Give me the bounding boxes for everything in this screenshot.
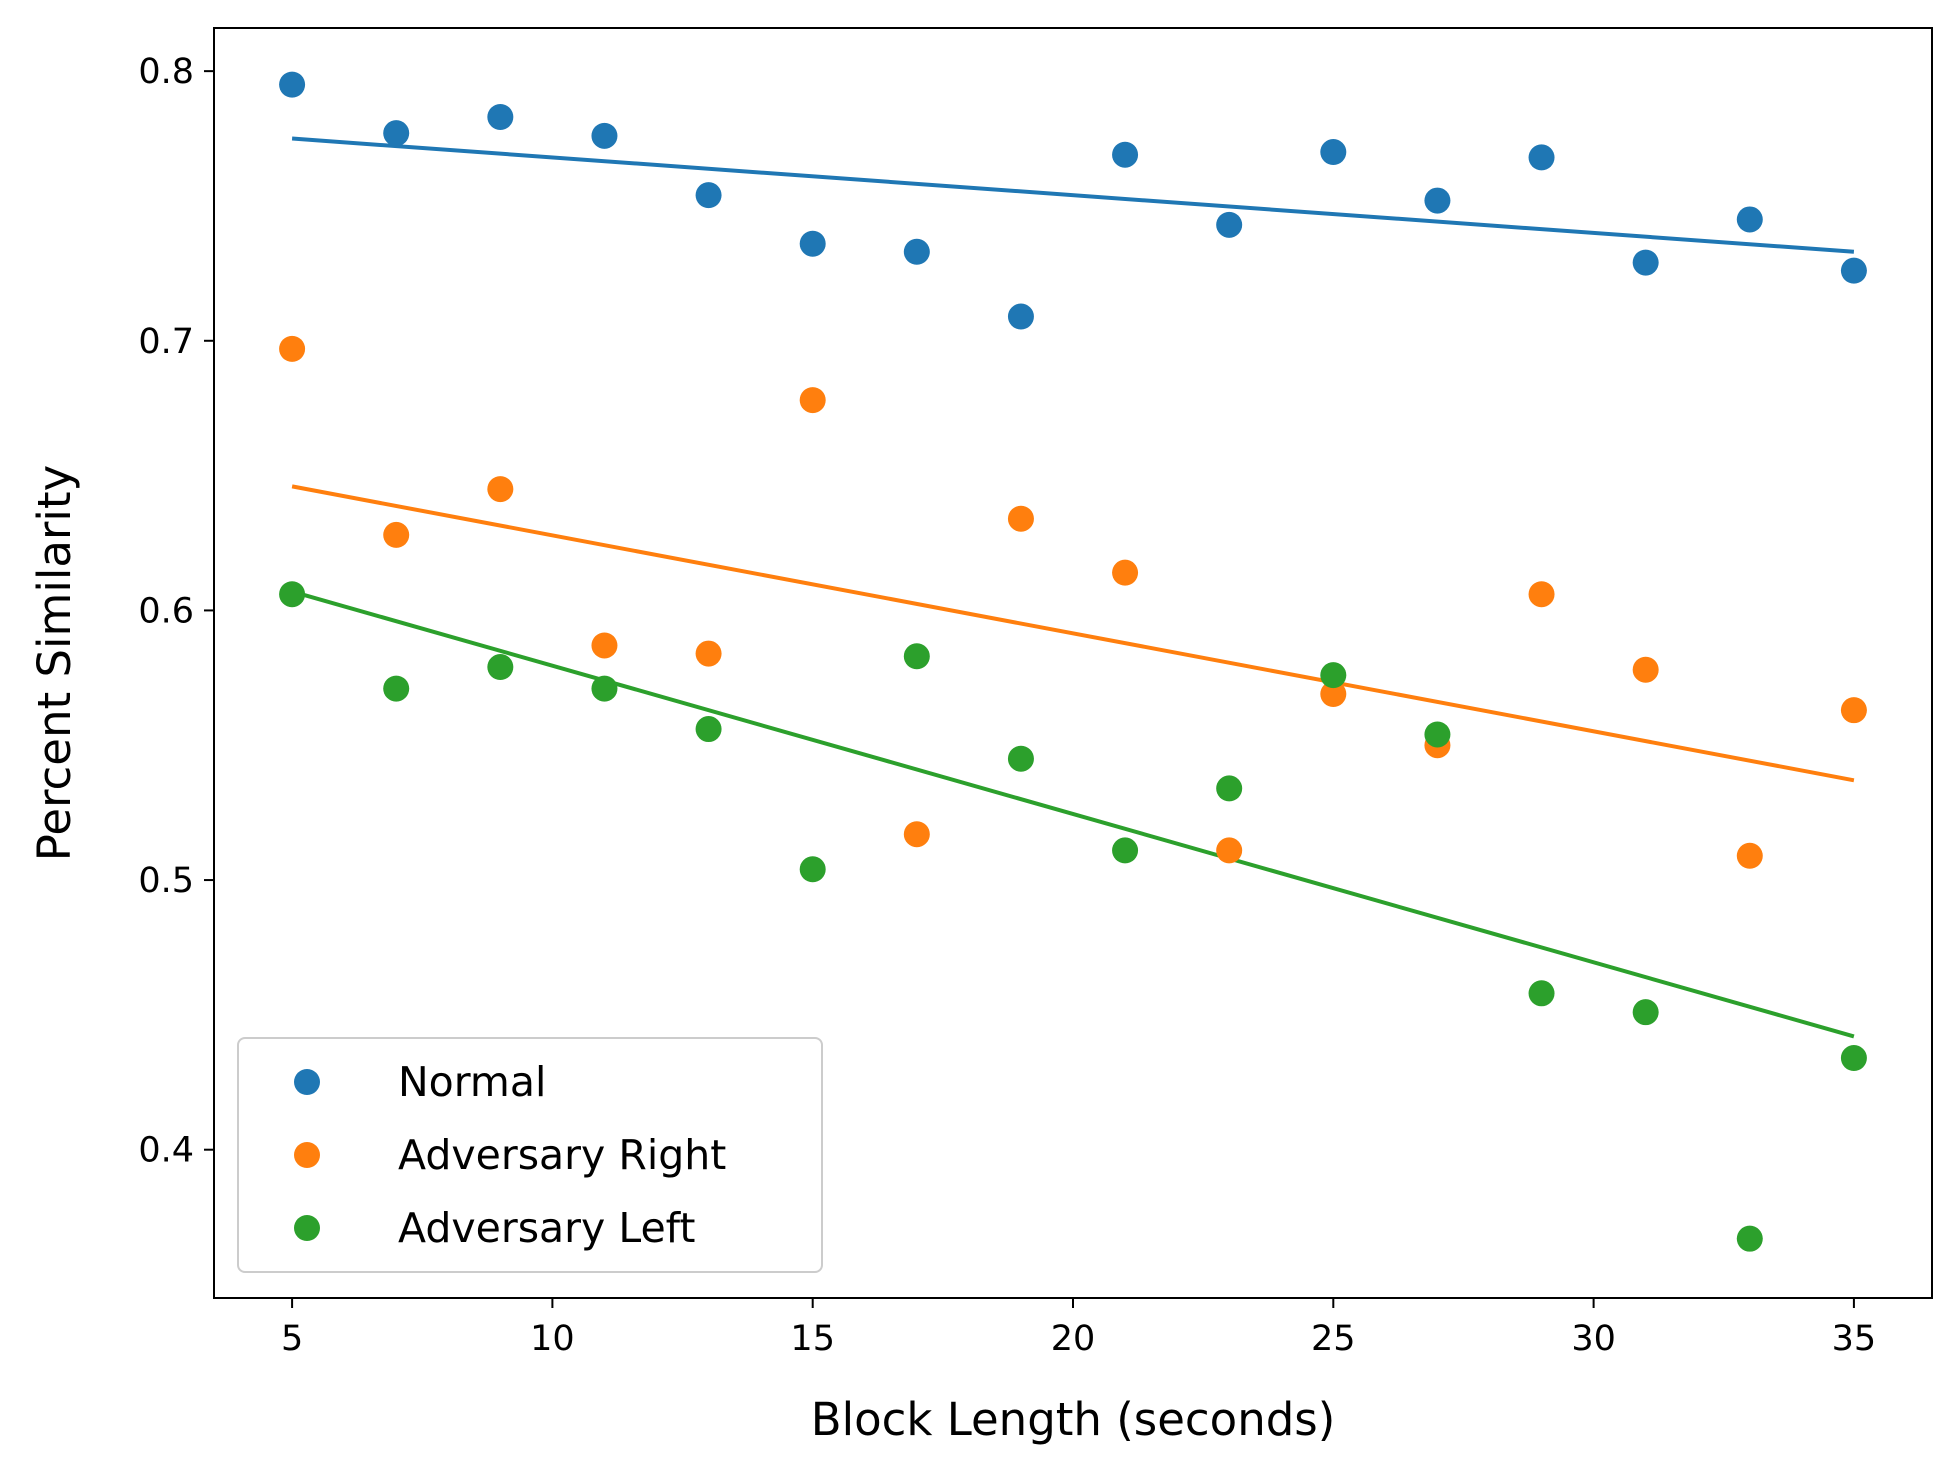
- x-tick-label: 30: [1571, 1319, 1616, 1359]
- data-point-series-2: [1216, 775, 1243, 802]
- data-point-series-1: [1112, 559, 1139, 586]
- data-point-series-2: [1112, 837, 1139, 864]
- data-point-series-1: [1528, 581, 1555, 608]
- data-point-series-0: [1007, 303, 1034, 330]
- data-point-series-1: [1216, 837, 1243, 864]
- data-point-series-2: [799, 856, 826, 883]
- data-point-series-2: [279, 581, 306, 608]
- x-tick-label: 25: [1311, 1319, 1356, 1359]
- data-point-series-1: [1736, 842, 1763, 869]
- y-axis-label: Percent Similarity: [28, 465, 81, 861]
- data-point-series-0: [487, 103, 514, 130]
- data-point-series-2: [695, 716, 722, 743]
- y-tick-label: 0.6: [138, 591, 194, 631]
- data-point-series-2: [383, 675, 410, 702]
- x-tick-label: 35: [1832, 1319, 1877, 1359]
- y-tick-label: 0.5: [138, 861, 194, 901]
- legend-marker: [294, 1069, 320, 1095]
- legend-box: [237, 1037, 823, 1273]
- data-point-series-0: [279, 71, 306, 98]
- data-point-series-2: [1424, 721, 1451, 748]
- data-point-series-1: [1632, 656, 1659, 683]
- data-point-series-2: [1007, 745, 1034, 772]
- data-point-series-1: [903, 821, 930, 848]
- x-tick-label: 20: [1051, 1319, 1096, 1359]
- data-point-series-1: [695, 640, 722, 667]
- data-point-series-1: [279, 335, 306, 362]
- data-point-series-0: [799, 230, 826, 257]
- data-point-series-2: [1528, 980, 1555, 1007]
- data-point-series-2: [1840, 1045, 1867, 1072]
- data-point-series-1: [1320, 681, 1347, 708]
- legend-label: Normal: [398, 1058, 546, 1106]
- data-point-series-1: [1840, 697, 1867, 724]
- fit-line-series-0: [291, 136, 1855, 254]
- data-point-series-1: [1007, 505, 1034, 532]
- data-point-series-0: [1528, 144, 1555, 171]
- data-point-series-2: [1320, 662, 1347, 689]
- x-axis-label: Block Length (seconds): [811, 1393, 1336, 1446]
- data-point-series-0: [1840, 257, 1867, 284]
- data-point-series-0: [1216, 211, 1243, 238]
- data-point-series-0: [1424, 187, 1451, 214]
- data-point-series-0: [383, 120, 410, 147]
- data-point-series-1: [799, 387, 826, 414]
- y-tick-label: 0.4: [138, 1131, 194, 1171]
- data-point-series-2: [591, 675, 618, 702]
- data-points: [279, 71, 1867, 1252]
- legend-label: Adversary Right: [398, 1131, 726, 1179]
- y-tick-label: 0.7: [138, 322, 194, 362]
- data-point-series-0: [1112, 141, 1139, 168]
- legend-marker: [294, 1215, 320, 1241]
- data-point-series-2: [1632, 999, 1659, 1026]
- data-point-series-0: [1632, 249, 1659, 276]
- data-point-series-0: [1320, 139, 1347, 166]
- fit-lines: [291, 136, 1855, 1039]
- data-point-series-1: [487, 476, 514, 503]
- y-axis-ticks: 0.4 0.5 0.6 0.7 0.8: [138, 52, 214, 1171]
- data-point-series-0: [1736, 206, 1763, 233]
- data-point-series-1: [383, 521, 410, 548]
- data-point-series-0: [903, 238, 930, 265]
- data-point-series-1: [591, 632, 618, 659]
- x-tick-label: 15: [790, 1319, 835, 1359]
- x-tick-label: 5: [281, 1319, 303, 1359]
- legend: Normal Adversary Right Adversary Left: [237, 1037, 823, 1273]
- legend-label: Adversary Left: [398, 1204, 695, 1252]
- data-point-series-2: [487, 654, 514, 681]
- x-tick-label: 10: [530, 1319, 575, 1359]
- x-axis-ticks: 5 10 15 20 25 30 35: [281, 1298, 1876, 1359]
- data-point-series-2: [903, 643, 930, 670]
- data-point-series-2: [1736, 1225, 1763, 1252]
- legend-marker: [294, 1142, 320, 1168]
- data-point-series-0: [591, 122, 618, 149]
- y-tick-label: 0.8: [138, 52, 194, 92]
- fit-line-series-2: [291, 589, 1855, 1039]
- data-point-series-0: [695, 182, 722, 209]
- fit-line-series-1: [291, 484, 1855, 783]
